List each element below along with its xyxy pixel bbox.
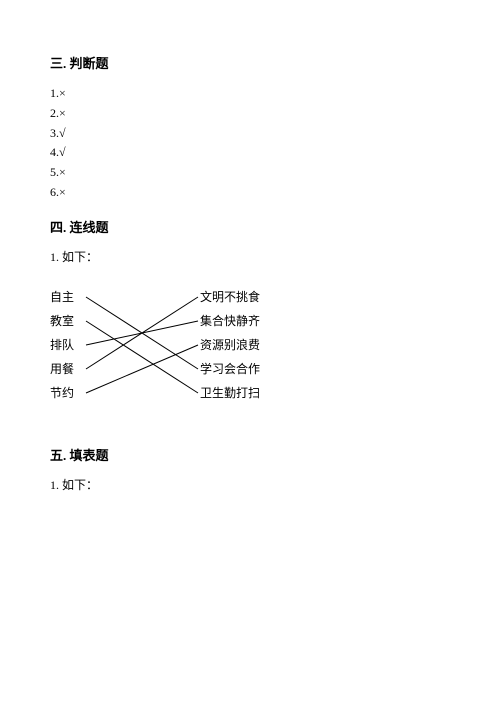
- judge-item: 4.√: [50, 143, 450, 163]
- section3-heading: 三. 判断题: [50, 53, 450, 72]
- judge-list: 1.× 2.× 3.√ 4.√ 5.× 6.×: [50, 84, 450, 203]
- left-item: 节约: [50, 381, 74, 405]
- judge-item: 2.×: [50, 104, 450, 124]
- matching-right-col: 文明不挑食 集合快静齐 资源别浪费 学习会合作 卫生勤打扫: [200, 285, 260, 405]
- right-item: 集合快静齐: [200, 309, 260, 333]
- matching-lines: [50, 285, 330, 415]
- left-item: 自主: [50, 285, 74, 309]
- right-item: 文明不挑食: [200, 285, 260, 309]
- section5-heading: 五. 填表题: [50, 445, 450, 464]
- judge-mark: √: [59, 126, 66, 140]
- section4-heading: 四. 连线题: [50, 217, 450, 236]
- right-item: 学习会合作: [200, 357, 260, 381]
- judge-mark: ×: [59, 106, 66, 120]
- judge-item: 1.×: [50, 84, 450, 104]
- section5-sub: 1. 如下：: [50, 476, 450, 493]
- left-item: 用餐: [50, 357, 74, 381]
- judge-item: 6.×: [50, 183, 450, 203]
- judge-item: 5.×: [50, 163, 450, 183]
- right-item: 资源别浪费: [200, 333, 260, 357]
- judge-num: 1.: [50, 86, 59, 100]
- matching-left-col: 自主 教室 排队 用餐 节约: [50, 285, 74, 405]
- judge-mark: ×: [59, 86, 66, 100]
- judge-num: 3.: [50, 126, 59, 140]
- judge-mark: ×: [59, 165, 66, 179]
- judge-num: 6.: [50, 185, 59, 199]
- judge-num: 5.: [50, 165, 59, 179]
- left-item: 教室: [50, 309, 74, 333]
- judge-mark: ×: [59, 185, 66, 199]
- judge-mark: √: [59, 145, 66, 159]
- left-item: 排队: [50, 333, 74, 357]
- judge-num: 4.: [50, 145, 59, 159]
- judge-item: 3.√: [50, 124, 450, 144]
- matching-diagram: 自主 教室 排队 用餐 节约 文明不挑食 集合快静齐 资源别浪费 学习会合作 卫…: [50, 285, 330, 415]
- right-item: 卫生勤打扫: [200, 381, 260, 405]
- section4-sub: 1. 如下：: [50, 248, 450, 265]
- judge-num: 2.: [50, 106, 59, 120]
